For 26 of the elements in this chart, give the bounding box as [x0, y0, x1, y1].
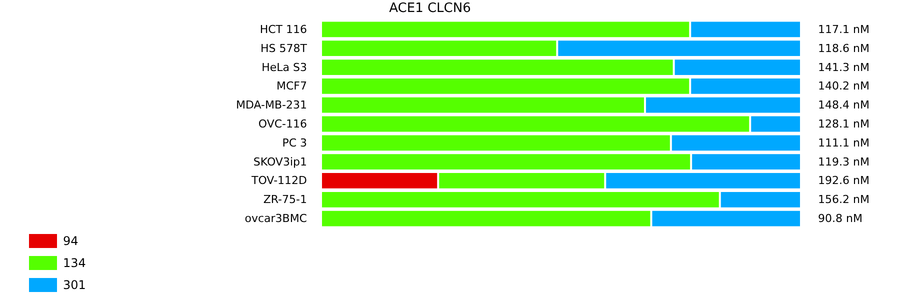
text: 90.8 nM	[818, 212, 862, 226]
text: 118.6 nM	[818, 42, 870, 55]
text: 141.3 nM	[818, 60, 870, 74]
y-tick-label: PC 3	[282, 136, 307, 150]
text: 156.2 nM	[818, 193, 870, 206]
y-tick-label: OVC-116	[258, 118, 307, 130]
y-tick-label: TOV-112D	[250, 174, 307, 188]
y-tick-label: MDA-MB-231	[236, 98, 307, 112]
y-tick-label: SKOV3ip1	[253, 155, 307, 168]
legend-label: 301	[63, 278, 86, 292]
y-tick-label: HS 578T	[260, 42, 308, 55]
y-tick-label: ZR-75-1	[263, 193, 307, 206]
text: 111.1 nM	[818, 136, 870, 150]
text: 119.3 nM	[818, 155, 870, 168]
text: 128.1 nM	[818, 118, 870, 130]
legend-label: 134	[63, 256, 86, 270]
text: 140.2 nM	[818, 80, 870, 93]
text: 148.4 nM	[818, 98, 870, 112]
chart-title: ACE1 CLCN6	[389, 1, 471, 16]
y-tick-label: ovcar3BMC	[244, 212, 308, 226]
text: 192.6 nM	[818, 174, 870, 188]
y-tick-label: MCF7	[276, 80, 307, 93]
legend-label: 94	[63, 234, 78, 248]
y-tick-label: HCT 116	[260, 22, 307, 36]
y-tick-label: HeLa S3	[262, 60, 307, 74]
text: 117.1 nM	[818, 22, 870, 36]
